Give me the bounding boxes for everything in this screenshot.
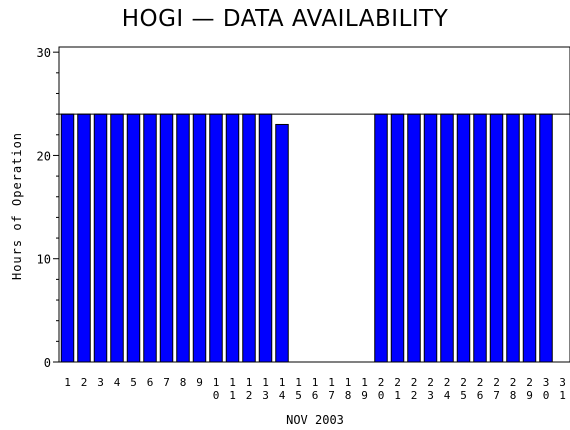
bar: [275, 123, 289, 363]
bar: [423, 113, 438, 363]
x-axis-label: NOV 2003: [286, 413, 344, 427]
bar: [143, 113, 157, 363]
x-tick-label: 8: [180, 376, 187, 389]
bar: [159, 113, 174, 363]
x-axis-tick-labels: 1 2 3 4 5 6 7 8 9 1 01 11 21 31 41 51 61 71 81 92 02 12 22 32 42…: [64, 376, 566, 402]
y-tick-label: 0: [44, 356, 51, 370]
bar: [77, 113, 91, 363]
x-tick-label: 5: [130, 376, 137, 389]
bar: [539, 113, 553, 363]
bars-group: [60, 113, 553, 363]
x-tick-label: 1: [64, 376, 71, 389]
bar: [242, 113, 256, 363]
y-tick-label: 10: [37, 253, 51, 267]
x-tick-label: 3: [97, 376, 104, 389]
bar: [506, 113, 520, 363]
bar: [440, 113, 454, 363]
bar: [225, 113, 240, 363]
bar: [192, 113, 207, 363]
bar: [473, 113, 487, 363]
x-tick-label: 7: [163, 376, 170, 389]
x-tick-label: 6: [147, 376, 154, 389]
bar: [126, 113, 141, 363]
y-axis-label: Hours of Operation: [10, 132, 24, 280]
bar: [407, 113, 421, 363]
x-tick-label: 9: [196, 376, 203, 389]
x-tick-label: 2: [81, 376, 88, 389]
bar: [374, 113, 388, 363]
bar: [60, 113, 75, 363]
y-axis-ticks: 0 10 20 30: [37, 46, 59, 370]
bar: [522, 113, 537, 363]
y-tick-label: 20: [37, 149, 51, 163]
bar: [456, 113, 471, 363]
bar: [390, 113, 405, 363]
y-tick-label: 30: [37, 46, 51, 60]
plot-frame: [58, 46, 570, 363]
bar: [176, 113, 190, 363]
bar: [258, 113, 273, 363]
x-tick-label: 4: [114, 376, 121, 389]
bar: [489, 113, 504, 363]
bar: [209, 113, 223, 363]
bar: [93, 113, 108, 363]
bar: [110, 113, 124, 363]
chart-title: HOGI — DATA AVAILABILITY: [121, 6, 449, 32]
